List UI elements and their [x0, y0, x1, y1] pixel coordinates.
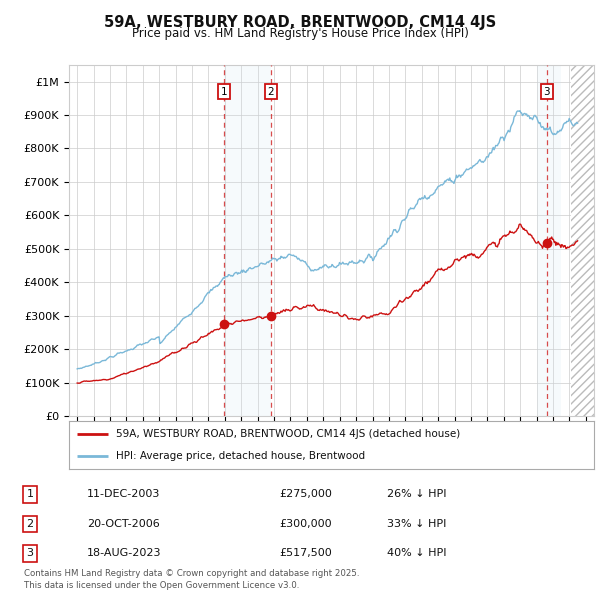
Text: 18-AUG-2023: 18-AUG-2023	[87, 549, 161, 558]
Text: £275,000: £275,000	[279, 490, 332, 499]
Text: Contains HM Land Registry data © Crown copyright and database right 2025.
This d: Contains HM Land Registry data © Crown c…	[24, 569, 359, 590]
Text: 1: 1	[221, 87, 227, 97]
Text: £517,500: £517,500	[279, 549, 332, 558]
Text: 59A, WESTBURY ROAD, BRENTWOOD, CM14 4JS: 59A, WESTBURY ROAD, BRENTWOOD, CM14 4JS	[104, 15, 496, 30]
Text: 59A, WESTBURY ROAD, BRENTWOOD, CM14 4JS (detached house): 59A, WESTBURY ROAD, BRENTWOOD, CM14 4JS …	[116, 429, 461, 439]
Text: HPI: Average price, detached house, Brentwood: HPI: Average price, detached house, Bren…	[116, 451, 365, 461]
Text: 26% ↓ HPI: 26% ↓ HPI	[387, 490, 446, 499]
Bar	[571, 65, 594, 416]
Text: 20-OCT-2006: 20-OCT-2006	[87, 519, 160, 529]
Text: 2: 2	[26, 519, 34, 529]
Bar	[536, 65, 561, 416]
Text: 1: 1	[26, 490, 34, 499]
Text: 33% ↓ HPI: 33% ↓ HPI	[387, 519, 446, 529]
Text: 3: 3	[544, 87, 550, 97]
Text: 3: 3	[26, 549, 34, 558]
Text: 11-DEC-2003: 11-DEC-2003	[87, 490, 160, 499]
Text: Price paid vs. HM Land Registry's House Price Index (HPI): Price paid vs. HM Land Registry's House …	[131, 27, 469, 40]
Text: 40% ↓ HPI: 40% ↓ HPI	[387, 549, 446, 558]
Bar	[224, 65, 271, 416]
Text: £300,000: £300,000	[279, 519, 332, 529]
Text: 2: 2	[268, 87, 274, 97]
